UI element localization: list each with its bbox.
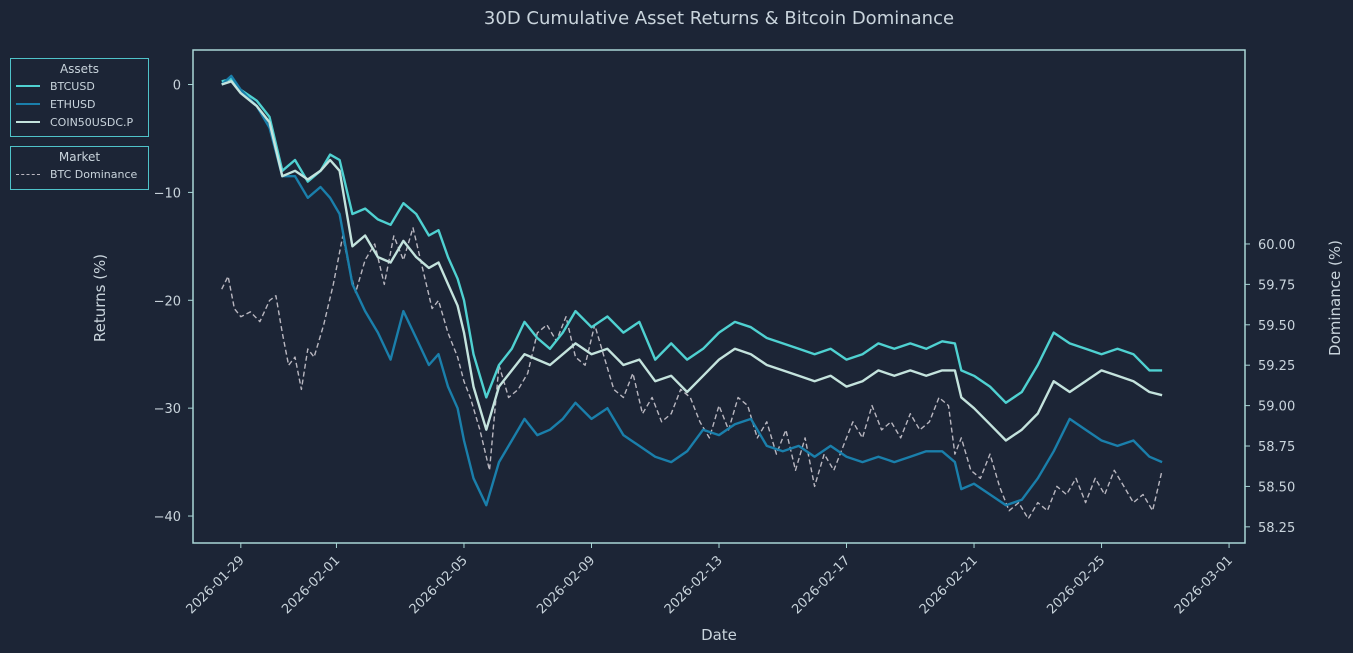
x-axis-label: Date: [701, 626, 737, 644]
y-tick-label: −30: [154, 402, 181, 417]
legend-label-ethusd: ETHUSD: [50, 97, 96, 111]
y2-tick-label: 59.25: [1258, 359, 1295, 374]
market-legend-title: Market: [58, 150, 101, 164]
series-line-ethusd: [220, 74, 1163, 507]
btcusd-line-swatch: [16, 85, 40, 87]
y2-tick-label: 60.00: [1258, 238, 1295, 253]
y2-tick-label: 59.00: [1258, 400, 1295, 415]
y2-tick-label: 58.25: [1258, 521, 1295, 536]
y2-axis-label: Dominance (%): [1326, 240, 1344, 356]
y-tick-label: −40: [154, 510, 181, 525]
legend-entry-btcusd: BTCUSD: [11, 77, 148, 95]
y-tick-label: 0: [173, 79, 181, 94]
assets-legend-title: Assets: [59, 62, 100, 76]
assets-legend: Assets BTCUSD ETHUSD COIN50USDC.P: [10, 58, 149, 137]
legend-label-coin50: COIN50USDC.P: [50, 115, 134, 129]
ethusd-line-swatch: [16, 103, 40, 105]
btc-dominance-line-swatch: [16, 173, 40, 175]
legend-label-btc-dominance: BTC Dominance: [50, 167, 138, 181]
y2-tick-label: 59.50: [1258, 319, 1295, 334]
y2-tick-label: 58.50: [1258, 480, 1295, 495]
legend-entry-coin50: COIN50USDC.P: [11, 113, 148, 131]
market-legend: Market BTC Dominance: [10, 146, 149, 190]
chart-title: 30D Cumulative Asset Returns & Bitcoin D…: [484, 8, 954, 29]
series-line-coin50usdc-p: [221, 80, 1163, 442]
coin50-line-swatch: [16, 121, 40, 123]
y-tick-label: −10: [154, 186, 181, 201]
y2-tick-label: 59.75: [1258, 278, 1295, 293]
y-axis-label: Returns (%): [91, 254, 109, 342]
legend-entry-ethusd: ETHUSD: [11, 95, 148, 113]
legend-entry-btc-dominance: BTC Dominance: [11, 165, 148, 183]
legend-label-btcusd: BTCUSD: [50, 79, 95, 93]
y-tick-label: −20: [154, 294, 181, 309]
y2-tick-label: 58.75: [1258, 440, 1295, 455]
series-line-btcusd: [221, 77, 1163, 404]
